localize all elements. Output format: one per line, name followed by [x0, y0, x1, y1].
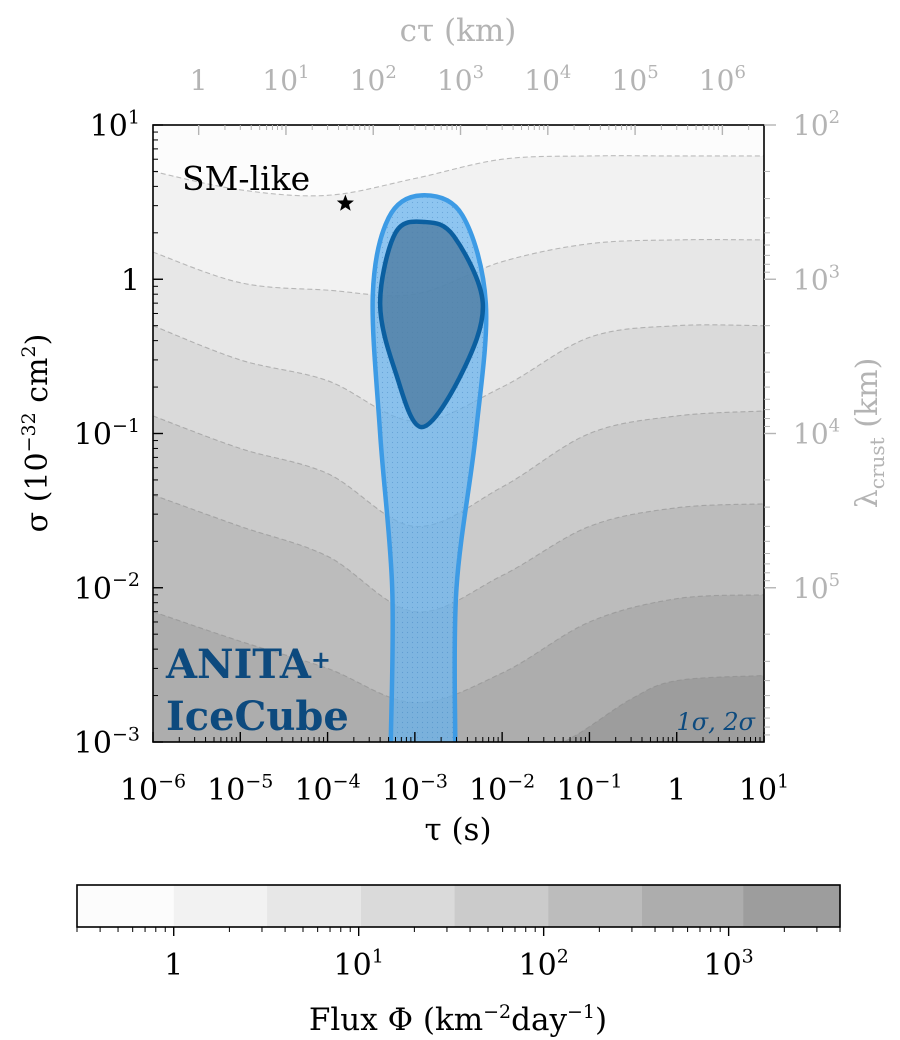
y-axis-left: 10−3 10−2 10−1 1 101 — [74, 106, 163, 761]
top-axis-title: cτ (km) — [400, 13, 517, 49]
top-tick-label-2: 102 — [350, 62, 397, 97]
region-1sigma-fill — [380, 221, 483, 428]
right-axis-title-unit: (km) — [850, 358, 885, 438]
experiment-plus-sign: + — [311, 645, 331, 674]
flux-band-edge-3 — [153, 324, 764, 422]
colorbar-title-exp1: −2 — [483, 1001, 511, 1023]
sm-like-point — [336, 194, 354, 211]
sm-like-star-marker — [336, 194, 354, 211]
y-axis-title-exp: −32 — [18, 412, 40, 452]
y-tick-label-0: 10−3 — [74, 723, 140, 761]
colorbar-title-mid: day — [511, 1002, 567, 1038]
flux-band-edge-6 — [153, 594, 764, 704]
top-tick-label-5: 105 — [612, 62, 659, 97]
top-tick-label-6: 106 — [699, 62, 746, 97]
colorbar-tick-label-0: 1 — [164, 948, 183, 983]
colorbar-segment-6 — [548, 885, 643, 927]
flux-band-6 — [153, 594, 764, 742]
right-tick-label-1: 103 — [793, 261, 840, 296]
colorbar-title-exp2: −1 — [567, 1001, 595, 1023]
y-tick-label-1: 10−2 — [74, 569, 140, 607]
colorbar-segment-3 — [267, 885, 362, 927]
region-1sigma-outline — [377, 219, 486, 430]
right-axis-title: λcrust (km) — [850, 358, 889, 509]
plot-area — [152, 124, 765, 743]
x-tick-label-3: 10−3 — [382, 770, 448, 808]
x-tick-label-2: 10−4 — [294, 770, 360, 808]
flux-band-edge-1 — [153, 155, 764, 197]
right-axis-title-sub: crust — [865, 437, 889, 489]
flux-band-edge-7 — [561, 674, 764, 742]
confidence-regions — [370, 193, 489, 742]
colorbar-title-close: ) — [595, 1002, 607, 1038]
region-2sigma-outline — [370, 193, 489, 742]
experiment-name-anita: ANITA — [165, 641, 312, 688]
x-tick-label-0: 10−6 — [120, 770, 186, 808]
x-tick-label-1: 10−5 — [207, 770, 273, 808]
x-axis-bottom: 10−6 10−5 10−4 10−3 10−2 10−1 1 101 — [120, 732, 789, 808]
top-tick-label-0: 1 — [190, 64, 208, 97]
right-axis-title-base: λ — [850, 489, 885, 508]
y-axis-title-unit: cm — [20, 358, 55, 413]
top-tick-label-1: 101 — [262, 62, 309, 97]
y-tick-label-2: 10−1 — [74, 415, 140, 453]
experiment-label-line2: IceCube — [166, 693, 349, 740]
colorbar-tick-label-3: 103 — [703, 945, 753, 983]
colorbar: 1 101 102 103 — [76, 884, 841, 983]
top-tick-label-3: 103 — [437, 62, 484, 97]
colorbar-segment-7 — [641, 885, 744, 927]
colorbar-segment-8 — [743, 885, 841, 927]
right-tick-label-3: 105 — [793, 570, 840, 605]
colorbar-tick-label-1: 101 — [334, 945, 384, 983]
experiment-label-line1: ANITA+ — [165, 641, 331, 688]
colorbar-segment-4 — [361, 885, 456, 927]
y-axis-title-base: σ (10 — [20, 452, 55, 532]
colorbar-segment-5 — [454, 885, 549, 927]
flux-band-edge-4 — [153, 410, 764, 527]
sigma-levels-label: 1σ, 2σ — [676, 708, 755, 736]
flux-band-edge-5 — [153, 494, 764, 613]
x-tick-label-7: 101 — [739, 770, 789, 808]
colorbar-tick-label-2: 102 — [519, 945, 569, 983]
top-tick-label-4: 104 — [524, 62, 571, 97]
y-axis-title-close: ) — [20, 334, 55, 346]
y-tick-label-3: 1 — [121, 263, 140, 298]
x-tick-label-6: 1 — [667, 773, 686, 808]
x-tick-label-4: 10−2 — [469, 770, 535, 808]
colorbar-title-base: Flux Φ (km — [309, 1002, 483, 1038]
y-tick-label-4: 101 — [90, 106, 140, 144]
right-tick-label-0: 102 — [793, 107, 840, 142]
right-tick-label-2: 104 — [793, 416, 840, 451]
colorbar-segment-1 — [77, 885, 175, 927]
sm-like-label: SM-like — [182, 159, 310, 198]
x-axis-top-ctau: 1 101 102 103 104 105 106 — [190, 62, 750, 135]
flux-band-7 — [563, 675, 764, 742]
x-tick-label-5: 10−1 — [556, 770, 622, 808]
y-axis-title: σ (10−32 cm2) — [18, 334, 55, 533]
colorbar-frame — [76, 884, 841, 928]
x-axis-title: τ (s) — [424, 812, 491, 848]
colorbar-title: Flux Φ (km−2day−1) — [309, 1001, 607, 1038]
y-axis-right-lambda: 102 103 104 105 — [764, 107, 840, 736]
y-axis-title-unit-exp: 2 — [18, 345, 40, 357]
colorbar-segment-2 — [173, 885, 268, 927]
